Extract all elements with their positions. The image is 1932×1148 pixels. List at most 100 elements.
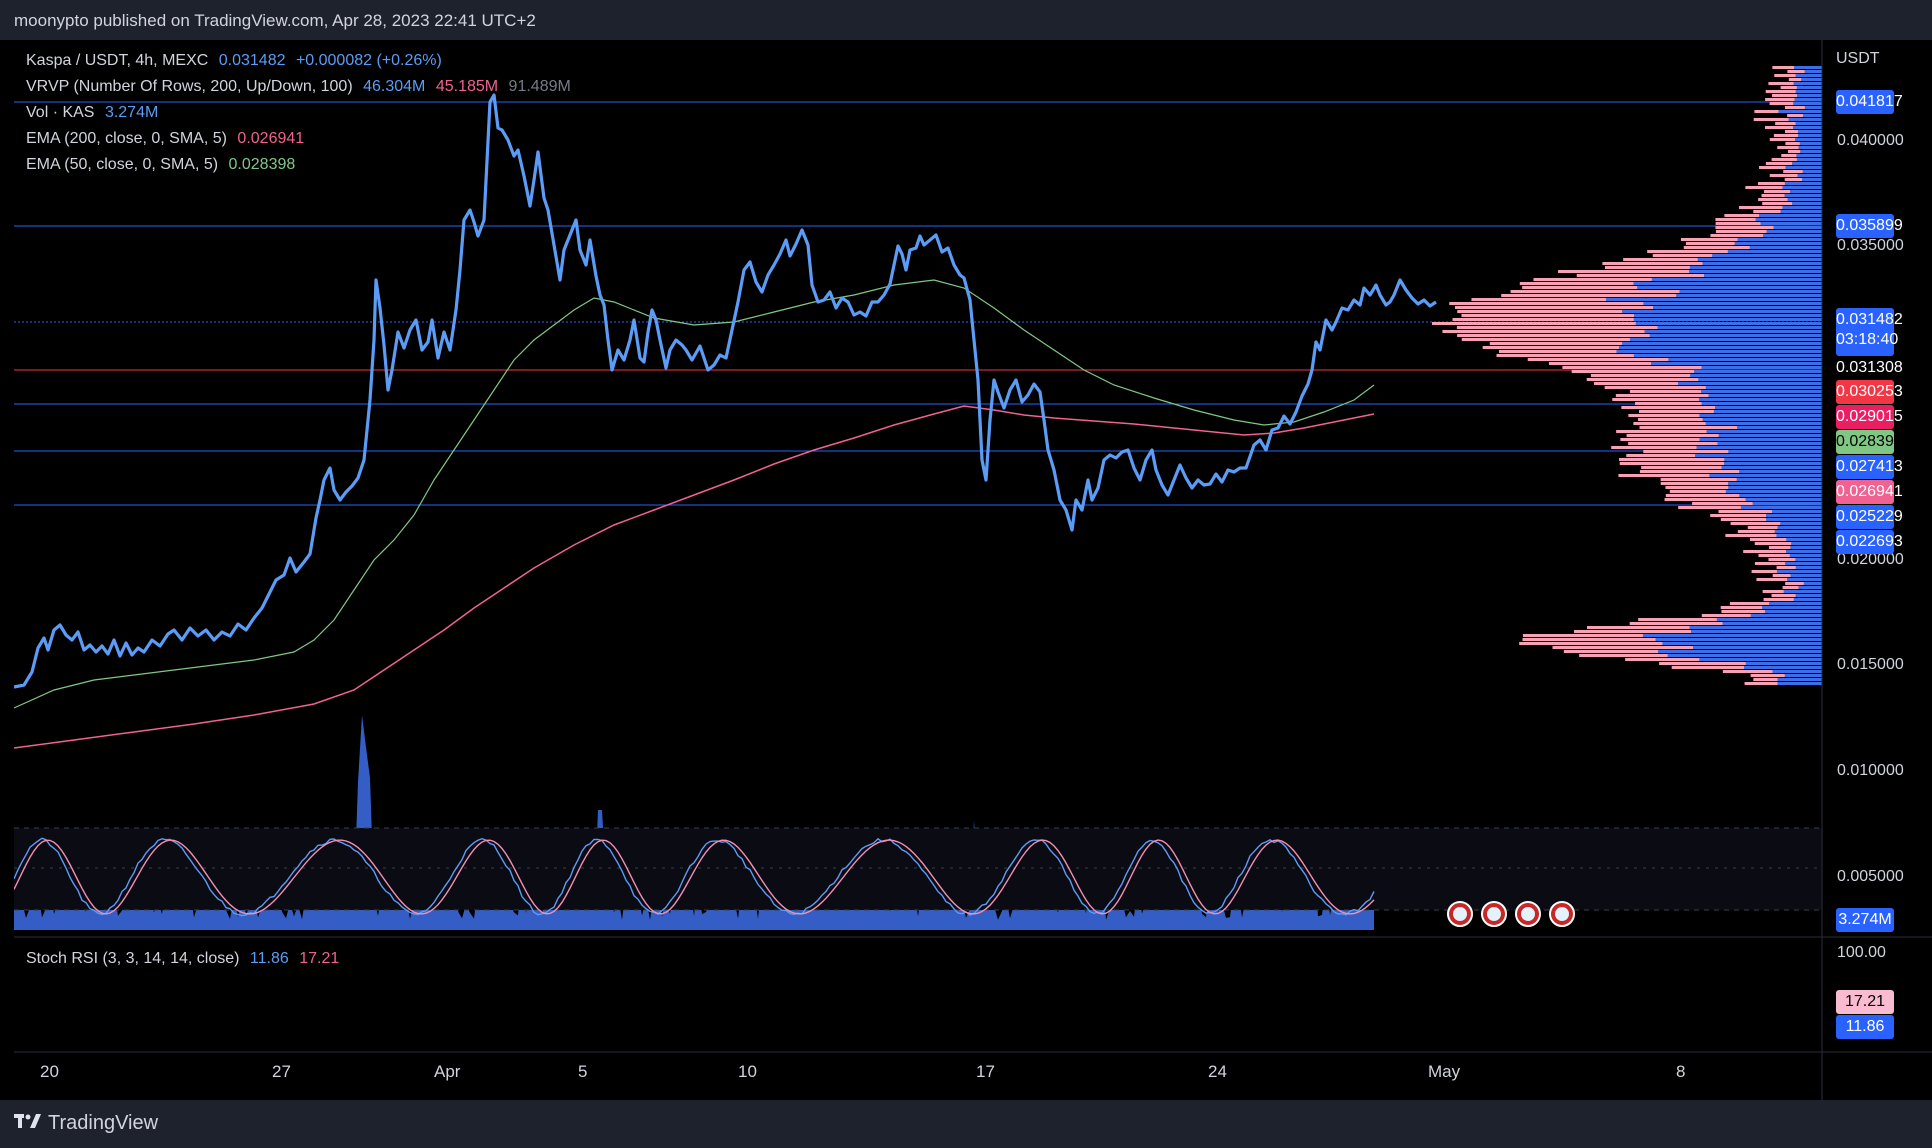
footer-bar: TradingView — [0, 1100, 1932, 1148]
chart-pane[interactable]: Kaspa / USDT, 4h, MEXC 0.031482 +0.00008… — [14, 40, 1932, 1100]
vrvp-up-bar — [1739, 494, 1822, 497]
vrvp-down-bar — [1751, 570, 1777, 573]
vrvp-up-bar — [1759, 214, 1822, 217]
vrvp-down-bar — [1720, 606, 1763, 609]
vrvp-up-bar — [1797, 94, 1822, 97]
vrvp-up-bar — [1699, 438, 1822, 441]
vrvp-up-bar — [1699, 398, 1822, 401]
tradingview-logo-icon[interactable] — [14, 1111, 44, 1137]
legend-symbol[interactable]: Kaspa / USDT, 4h, MEXC — [26, 52, 209, 69]
vrvp-down-bar — [1548, 362, 1652, 365]
vrvp-down-bar — [1456, 326, 1658, 329]
vrvp-down-bar — [1629, 390, 1702, 393]
publish-line: moonypto published on TradingView.com, A… — [14, 11, 536, 30]
us-flag-icon-inner — [1453, 907, 1467, 921]
legend-ema50-label[interactable]: EMA (50, close, 0, SMA, 5) — [26, 156, 219, 173]
legend-ema50-row[interactable]: EMA (50, close, 0, SMA, 5) 0.028398 — [26, 156, 301, 174]
vrvp-down-bar — [1620, 438, 1700, 441]
price-label: 0.029015 — [1836, 405, 1903, 429]
legend-vol-label[interactable]: Vol · KAS — [26, 104, 95, 121]
vrvp-up-bar — [1783, 590, 1822, 593]
legend-stoch-label[interactable]: Stoch RSI (3, 3, 14, 14, close) — [26, 950, 240, 967]
vrvp-up-bar — [1762, 606, 1822, 609]
vrvp-down-bar — [1769, 174, 1798, 177]
legend-vrvp-row[interactable]: VRVP (Number Of Rows, 200, Up/Down, 100)… — [26, 78, 577, 96]
legend-vrvp-label[interactable]: VRVP (Number Of Rows, 200, Up/Down, 100) — [26, 78, 353, 95]
vrvp-down-bar — [1772, 66, 1795, 69]
vrvp-down-bar — [1626, 454, 1696, 457]
vrvp-down-bar — [1586, 626, 1690, 629]
vrvp-down-bar — [1652, 254, 1713, 257]
footer-brand[interactable]: TradingView — [48, 1112, 159, 1134]
stoch-k-label: 11.86 — [1836, 1015, 1894, 1039]
vrvp-down-bar — [1619, 462, 1725, 465]
vrvp-up-bar — [1709, 474, 1822, 477]
vrvp-down-bar — [1768, 558, 1796, 561]
vrvp-up-bar — [1793, 82, 1822, 85]
vrvp-down-bar — [1721, 610, 1765, 613]
vrvp-down-bar — [1773, 134, 1799, 137]
legend-stoch-row[interactable]: Stoch RSI (3, 3, 14, 14, close) 11.86 17… — [26, 950, 345, 968]
us-flag-icon-inner — [1555, 907, 1569, 921]
vrvp-up-bar — [1804, 106, 1822, 109]
vrvp-down-bar — [1720, 518, 1767, 521]
vrvp-up-bar — [1744, 666, 1822, 669]
tradingview-logo-icon — [14, 1114, 41, 1128]
vrvp-down-bar — [1616, 430, 1707, 433]
vrvp-down-bar — [1562, 366, 1702, 369]
vrvp-down-bar — [1745, 186, 1783, 189]
vrvp-down-bar — [1533, 278, 1652, 281]
vrvp-down-bar — [1692, 502, 1753, 505]
price-label: 0.026941 — [1836, 480, 1903, 504]
vrvp-up-bar — [1727, 250, 1822, 253]
vrvp-up-bar — [1784, 194, 1822, 197]
legend-vol-row[interactable]: Vol · KAS 3.274M — [26, 104, 164, 122]
vrvp-up-bar — [1777, 682, 1822, 685]
vrvp-up-bar — [1651, 278, 1822, 281]
vrvp-up-bar — [1635, 322, 1822, 325]
vrvp-up-bar — [1728, 450, 1822, 453]
vrvp-down-bar — [1442, 330, 1645, 333]
vrvp-down-bar — [1761, 194, 1785, 197]
vrvp-up-bar — [1616, 350, 1822, 353]
vrvp-down-bar — [1639, 426, 1738, 429]
event-markers[interactable] — [1447, 901, 1575, 927]
vrvp-up-bar — [1766, 230, 1822, 233]
vrvp-up-bar — [1725, 490, 1822, 493]
vrvp-down-bar — [1784, 178, 1803, 181]
stoch-k-line — [14, 837, 1375, 917]
legend-ema200-row[interactable]: EMA (200, close, 0, SMA, 5) 0.026941 — [26, 130, 310, 148]
vrvp-up-bar — [1778, 110, 1822, 113]
vrvp-up-bar — [1701, 366, 1822, 369]
vrvp-up-bar — [1795, 122, 1822, 125]
vrvp-down-bar — [1763, 598, 1794, 601]
vrvp-up-bar — [1790, 190, 1822, 193]
vrvp-down-bar — [1715, 222, 1761, 225]
legend-ema200-label[interactable]: EMA (200, close, 0, SMA, 5) — [26, 130, 227, 147]
vrvp-down-bar — [1753, 678, 1778, 681]
vrvp-up-bar — [1622, 310, 1822, 313]
legend-symbol-row[interactable]: Kaspa / USDT, 4h, MEXC 0.031482 +0.00008… — [26, 52, 448, 70]
price-label: 0.025229 — [1836, 505, 1903, 529]
vrvp-up-bar — [1722, 622, 1822, 625]
vrvp-up-bar — [1801, 78, 1822, 81]
chart-canvas[interactable] — [14, 40, 1932, 1100]
vrvp-up-bar — [1790, 546, 1822, 549]
vrvp-down-bar — [1758, 554, 1790, 557]
vrvp-up-bar — [1804, 70, 1822, 73]
vrvp-up-bar — [1698, 378, 1822, 381]
price-label: 0.027413 — [1836, 455, 1903, 479]
vrvp-down-bar — [1762, 202, 1793, 205]
vrvp-down-bar — [1772, 574, 1791, 577]
vrvp-down-bar — [1641, 466, 1722, 469]
vrvp-up-bar — [1752, 502, 1822, 505]
vrvp-up-bar — [1637, 286, 1822, 289]
level-lines — [14, 101, 1822, 506]
vrvp-down-bar — [1660, 478, 1737, 481]
vrvp-up-bar — [1795, 566, 1822, 569]
vrvp-up-bar — [1793, 126, 1822, 129]
vrvp-down-bar — [1671, 666, 1745, 669]
vrvp-up-bar — [1802, 178, 1822, 181]
legend-vol-value: 3.274M — [104, 104, 159, 121]
vrvp-down-bar — [1782, 586, 1799, 589]
